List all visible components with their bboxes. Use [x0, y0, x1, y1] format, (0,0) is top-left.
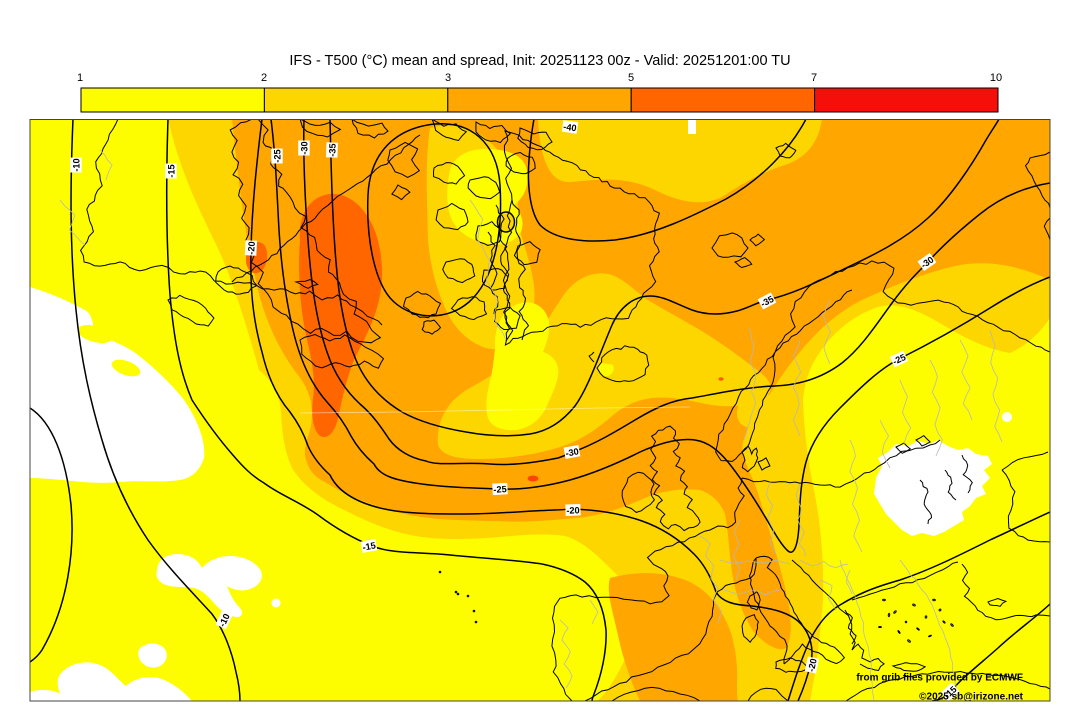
svg-text:-40: -40 — [563, 122, 578, 134]
svg-text:1: 1 — [77, 72, 83, 84]
svg-text:IFS - T500 (°C) mean and sprea: IFS - T500 (°C) mean and spread, Init: 2… — [289, 53, 790, 69]
svg-text:©2025 sb@irizone.net: ©2025 sb@irizone.net — [919, 692, 1023, 703]
svg-text:5: 5 — [628, 72, 634, 84]
svg-text:-25: -25 — [273, 149, 283, 162]
svg-text:-30: -30 — [300, 141, 310, 154]
svg-text:3: 3 — [445, 72, 451, 84]
svg-text:-20: -20 — [246, 241, 257, 255]
svg-text:2: 2 — [261, 72, 267, 84]
svg-text:-25: -25 — [493, 484, 507, 495]
svg-text:-35: -35 — [327, 143, 337, 157]
svg-text:from grib files provided by EC: from grib files provided by ECMWF — [856, 673, 1023, 684]
svg-text:-10: -10 — [72, 158, 82, 171]
svg-text:7: 7 — [811, 72, 817, 84]
svg-text:-30: -30 — [565, 446, 580, 458]
svg-text:-15: -15 — [362, 540, 377, 552]
svg-text:-20: -20 — [566, 505, 580, 515]
svg-text:10: 10 — [990, 72, 1002, 84]
svg-text:-20: -20 — [806, 658, 819, 673]
svg-text:-15: -15 — [167, 164, 177, 177]
